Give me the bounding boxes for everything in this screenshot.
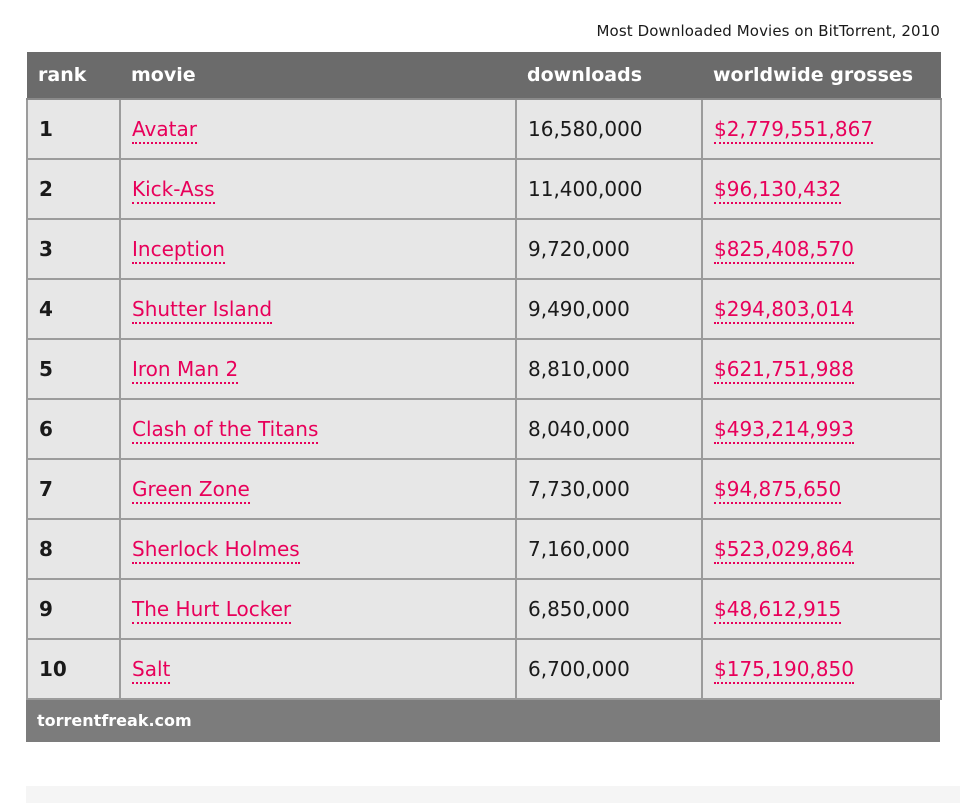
downloads-cell: 7,730,000 (515, 459, 703, 520)
grosses-cell: $621,751,988 (701, 339, 942, 400)
grosses-cell: $294,803,014 (701, 279, 942, 340)
rank-cell: 7 (26, 459, 121, 520)
grosses-link[interactable]: $294,803,014 (714, 297, 854, 324)
downloads-cell: 6,850,000 (515, 579, 703, 640)
header-row: rank movie downloads worldwide grosses (27, 52, 941, 100)
grosses-link[interactable]: $523,029,864 (714, 537, 854, 564)
table-row: 8 Sherlock Holmes 7,160,000 $523,029,864 (26, 519, 942, 580)
grosses-cell: $94,875,650 (701, 459, 942, 520)
movie-link[interactable]: Sherlock Holmes (132, 537, 300, 564)
movie-cell: Kick-Ass (119, 159, 517, 220)
downloads-cell: 9,490,000 (515, 279, 703, 340)
movie-cell: Shutter Island (119, 279, 517, 340)
table-row: 7 Green Zone 7,730,000 $94,875,650 (26, 459, 942, 520)
grosses-link[interactable]: $825,408,570 (714, 237, 854, 264)
grosses-cell: $493,214,993 (701, 399, 942, 460)
downloads-cell: 9,720,000 (515, 219, 703, 280)
grosses-link[interactable]: $96,130,432 (714, 177, 842, 204)
header-grosses: worldwide grosses (702, 52, 941, 100)
movie-cell: The Hurt Locker (119, 579, 517, 640)
grosses-cell: $96,130,432 (701, 159, 942, 220)
grosses-link[interactable]: $621,751,988 (714, 357, 854, 384)
downloads-cell: 16,580,000 (515, 99, 703, 160)
table-row: 6 Clash of the Titans 8,040,000 $493,214,99… (26, 399, 942, 460)
table-body: 1 Avatar 16,580,000 $2,779,551,867 2 Kick-Ass… (26, 99, 942, 700)
table-row: 10 Salt 6,700,000 $175,190,850 (26, 639, 942, 700)
downloads-table-container: rank movie downloads worldwide grosses 1… (26, 52, 942, 742)
downloads-cell: 6,700,000 (515, 639, 703, 700)
table-row: 1 Avatar 16,580,000 $2,779,551,867 (26, 99, 942, 160)
grosses-link[interactable]: $94,875,650 (714, 477, 842, 504)
movie-cell: Green Zone (119, 459, 517, 520)
header-movie: movie (120, 52, 516, 100)
page-bottom-strip (26, 786, 960, 803)
table-caption: Most Downloaded Movies on BitTorrent, 20… (596, 22, 940, 40)
downloads-cell: 8,040,000 (515, 399, 703, 460)
table-row: 9 The Hurt Locker 6,850,000 $48,612,915 (26, 579, 942, 640)
movie-link[interactable]: Iron Man 2 (132, 357, 239, 384)
movie-link[interactable]: Kick-Ass (132, 177, 215, 204)
table-row: 4 Shutter Island 9,490,000 $294,803,014 (26, 279, 942, 340)
table-header: rank movie downloads worldwide grosses (27, 52, 941, 100)
grosses-cell: $175,190,850 (701, 639, 942, 700)
movie-link[interactable]: Avatar (132, 117, 197, 144)
header-rank: rank (27, 52, 120, 100)
movie-link[interactable]: The Hurt Locker (132, 597, 292, 624)
movie-link[interactable]: Clash of the Titans (132, 417, 319, 444)
rank-cell: 3 (26, 219, 121, 280)
grosses-cell: $523,029,864 (701, 519, 942, 580)
movie-cell: Salt (119, 639, 517, 700)
grosses-cell: $825,408,570 (701, 219, 942, 280)
grosses-cell: $2,779,551,867 (701, 99, 942, 160)
grosses-link[interactable]: $493,214,993 (714, 417, 854, 444)
grosses-link[interactable]: $175,190,850 (714, 657, 854, 684)
downloads-table: rank movie downloads worldwide grosses 1… (26, 52, 942, 700)
rank-cell: 8 (26, 519, 121, 580)
movie-cell: Iron Man 2 (119, 339, 517, 400)
grosses-link[interactable]: $48,612,915 (714, 597, 842, 624)
movie-link[interactable]: Green Zone (132, 477, 250, 504)
rank-cell: 6 (26, 399, 121, 460)
rank-cell: 4 (26, 279, 121, 340)
table-footer-source: torrentfreak.com (26, 700, 940, 742)
grosses-cell: $48,612,915 (701, 579, 942, 640)
header-downloads: downloads (516, 52, 702, 100)
rank-cell: 2 (26, 159, 121, 220)
movie-cell: Clash of the Titans (119, 399, 517, 460)
movie-link[interactable]: Inception (132, 237, 225, 264)
movie-cell: Sherlock Holmes (119, 519, 517, 580)
rank-cell: 10 (26, 639, 121, 700)
grosses-link[interactable]: $2,779,551,867 (714, 117, 874, 144)
table-row: 5 Iron Man 2 8,810,000 $621,751,988 (26, 339, 942, 400)
downloads-cell: 7,160,000 (515, 519, 703, 580)
movie-link[interactable]: Salt (132, 657, 171, 684)
rank-cell: 1 (26, 99, 121, 160)
table-row: 2 Kick-Ass 11,400,000 $96,130,432 (26, 159, 942, 220)
downloads-cell: 11,400,000 (515, 159, 703, 220)
table-row: 3 Inception 9,720,000 $825,408,570 (26, 219, 942, 280)
movie-cell: Avatar (119, 99, 517, 160)
downloads-cell: 8,810,000 (515, 339, 703, 400)
movie-cell: Inception (119, 219, 517, 280)
movie-link[interactable]: Shutter Island (132, 297, 273, 324)
rank-cell: 9 (26, 579, 121, 640)
rank-cell: 5 (26, 339, 121, 400)
